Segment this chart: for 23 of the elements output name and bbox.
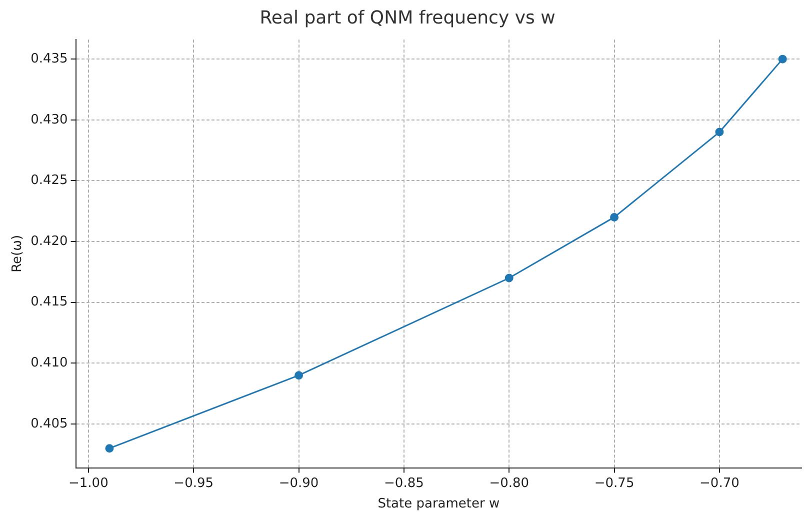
point bbox=[504, 274, 514, 282]
point bbox=[105, 444, 114, 453]
x-tick-label: −1.00 bbox=[68, 476, 108, 491]
x-tick-label: −0.95 bbox=[174, 476, 214, 491]
y-tick-label: 0.415 bbox=[30, 294, 68, 310]
y-tick-label: 0.435 bbox=[30, 51, 68, 66]
y-tick-label: 0.425 bbox=[30, 173, 68, 188]
y-tick-label: 0.430 bbox=[30, 112, 68, 128]
point bbox=[610, 212, 619, 222]
y-tick-label: 0.420 bbox=[30, 234, 68, 249]
x-tick-label: −0.80 bbox=[489, 476, 530, 491]
point bbox=[294, 371, 304, 380]
point bbox=[715, 128, 724, 136]
y-tick-label: 0.410 bbox=[30, 356, 68, 371]
x-tick-label: −0.90 bbox=[278, 476, 319, 491]
x-tick-label: −0.75 bbox=[594, 476, 634, 491]
point bbox=[778, 54, 787, 64]
x-tick-label: −0.70 bbox=[700, 476, 740, 491]
chart-title: Real part of QNM frequency vs w bbox=[260, 7, 556, 28]
y-tick-label: 0.405 bbox=[30, 416, 68, 432]
y-axis-title: Re(ω) bbox=[10, 234, 26, 272]
x-axis-title: State parameter w bbox=[378, 496, 500, 512]
x-tick-label: −0.85 bbox=[384, 476, 424, 491]
